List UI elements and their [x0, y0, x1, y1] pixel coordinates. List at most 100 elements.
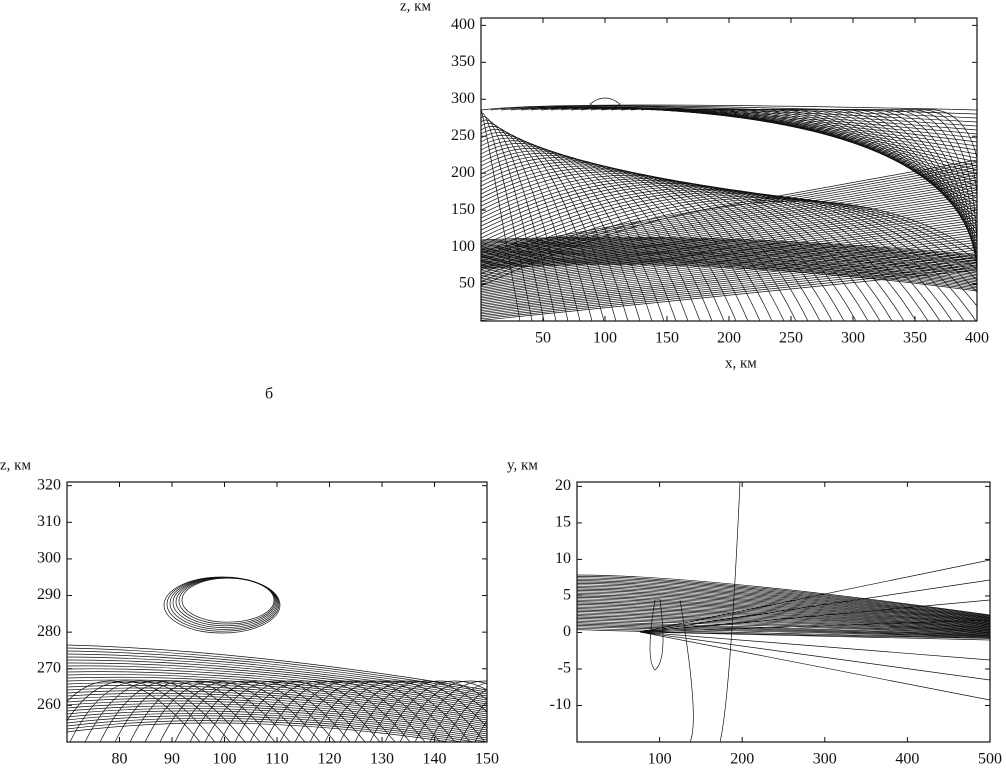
- x-tick-label: 110: [265, 751, 288, 768]
- y-tick-label: 20: [555, 477, 571, 494]
- trajectory: [639, 619, 990, 633]
- y-tick-label: 5: [563, 587, 571, 604]
- trajectory: [67, 647, 487, 693]
- trajectory: [481, 239, 977, 302]
- trajectory: [481, 237, 977, 257]
- plot-frame: [480, 17, 978, 322]
- trajectory: [639, 599, 990, 633]
- trajectory: [481, 245, 977, 268]
- trajectory: [890, 109, 977, 275]
- x-tick-label: 200: [730, 751, 754, 768]
- trajectory: [481, 140, 641, 321]
- y-tick-label: 15: [555, 514, 571, 531]
- trajectory: [577, 594, 990, 624]
- trajectory: [481, 247, 977, 307]
- y-tick-label: 100: [451, 238, 475, 255]
- trajectory: [577, 606, 990, 630]
- panel-letter: б: [265, 386, 273, 403]
- trajectory: [577, 597, 990, 625]
- trajectory: [577, 608, 990, 630]
- trajectory: [639, 631, 990, 641]
- trajectory: [481, 197, 977, 275]
- trajectory: [577, 599, 990, 627]
- trajectory: [481, 251, 977, 275]
- trajectory: [67, 700, 487, 731]
- x-tick-label: 140: [423, 751, 447, 768]
- trajectory: [481, 254, 977, 312]
- y-tick-label: 200: [451, 164, 475, 181]
- trajectory: [429, 682, 487, 742]
- trajectory: [577, 581, 990, 619]
- plot-frame: [576, 481, 991, 743]
- trajectory: [481, 263, 977, 290]
- trajectory: [481, 126, 581, 321]
- trajectory: [481, 261, 977, 289]
- trajectory: [67, 684, 487, 719]
- trajectory: [481, 255, 977, 280]
- trajectory: [481, 104, 977, 111]
- trajectory: [577, 625, 990, 637]
- trajectory: [870, 109, 977, 267]
- trajectory: [577, 583, 990, 619]
- trajectory: [679, 599, 694, 742]
- trajectory: [481, 212, 977, 284]
- trajectory: [67, 690, 487, 723]
- trajectory: [577, 612, 990, 632]
- y-tick-label: 50: [459, 275, 475, 292]
- trajectory: [577, 626, 990, 638]
- trajectory: [860, 109, 977, 263]
- x-tick-label: 100: [213, 751, 237, 768]
- trajectory: [577, 591, 990, 623]
- trajectory: [67, 692, 487, 725]
- trajectory: [481, 258, 977, 284]
- trajectory: [577, 602, 990, 628]
- trajectory: [577, 627, 990, 639]
- y-tick-label: 280: [37, 623, 61, 640]
- trajectory: [67, 662, 487, 703]
- trajectory: [67, 665, 487, 705]
- trajectory: [67, 656, 487, 699]
- x-tick-label: 130: [370, 751, 394, 768]
- trajectory: [481, 132, 605, 321]
- trajectory: [67, 695, 487, 727]
- trajectory: [481, 192, 977, 272]
- trajectory: [481, 257, 977, 313]
- x-tick-label: 400: [895, 751, 919, 768]
- trajectory: [577, 601, 990, 627]
- trajectory: [577, 629, 990, 639]
- trajectory: [67, 653, 487, 697]
- trajectory: [577, 590, 990, 622]
- trajectory: [414, 680, 487, 742]
- trajectory: [850, 109, 977, 259]
- trajectory: [481, 241, 977, 262]
- trajectory: [481, 173, 821, 321]
- y-tick-label: 300: [37, 550, 61, 567]
- trajectory: [481, 239, 977, 259]
- trajectory: [840, 109, 977, 255]
- trajectory: [639, 631, 990, 681]
- trajectory: [481, 247, 977, 269]
- trajectory: [577, 588, 990, 622]
- x-tick-label: 300: [813, 751, 837, 768]
- trajectory: [639, 579, 990, 633]
- x-axis-label: x, км: [725, 355, 757, 371]
- trajectory: [67, 710, 487, 739]
- trajectory: [481, 162, 977, 252]
- trajectory: [830, 109, 977, 251]
- trajectory: [481, 253, 977, 278]
- trajectory: [481, 145, 665, 321]
- trajectory: [67, 671, 487, 709]
- y-axis-label: z, км: [400, 0, 431, 14]
- y-tick-label: 350: [451, 53, 475, 70]
- y-tick-label: 270: [37, 659, 61, 676]
- trajectory: [481, 167, 977, 256]
- trajectory: [810, 108, 977, 243]
- y-tick-label: 10: [555, 550, 571, 567]
- trajectory: [399, 680, 487, 742]
- trajectory: [67, 644, 487, 691]
- trajectory: [639, 631, 990, 701]
- trajectory: [67, 720, 465, 742]
- y-tick-label: 250: [451, 127, 475, 144]
- x-tick-label: 90: [164, 751, 180, 768]
